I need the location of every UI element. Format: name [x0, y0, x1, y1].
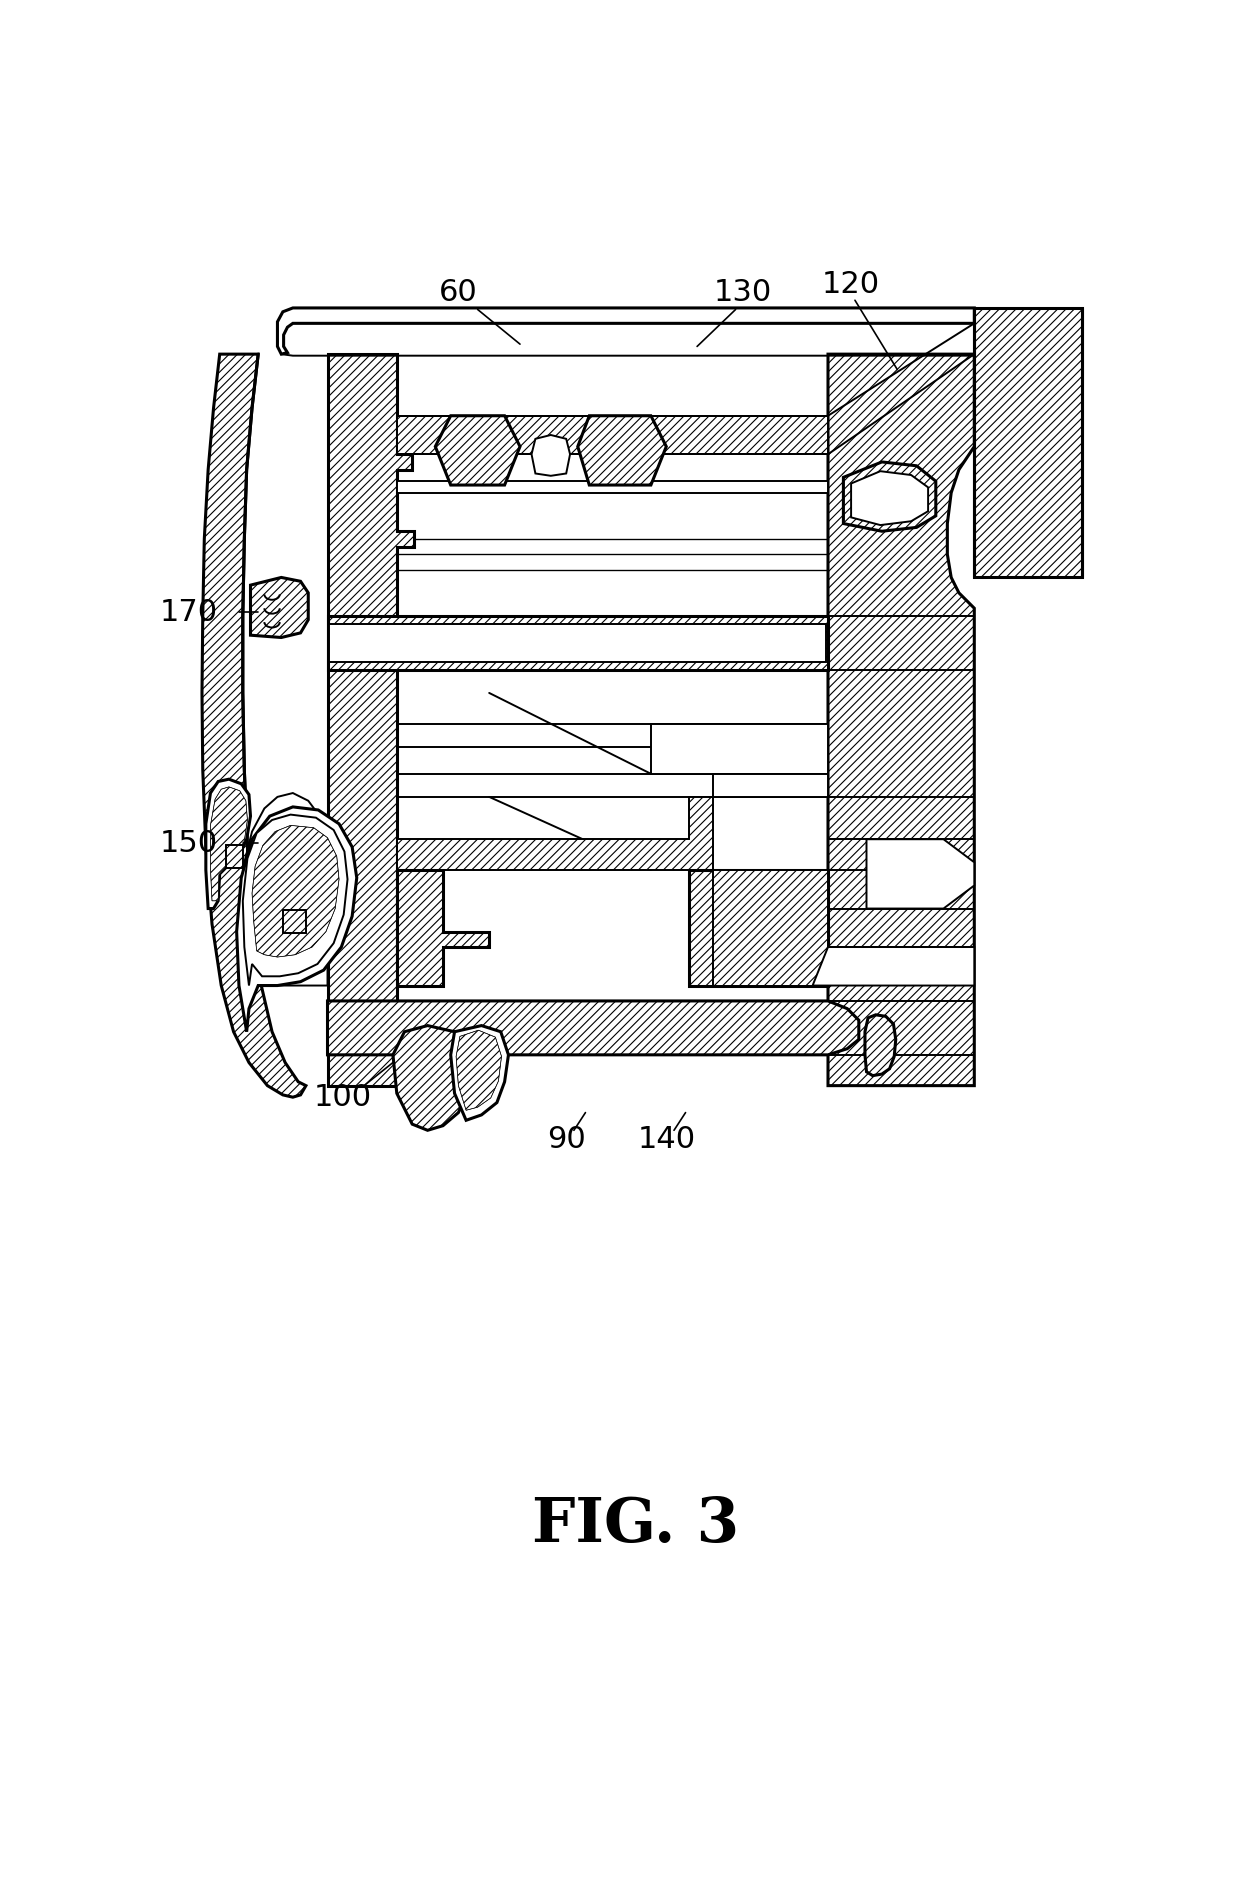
Text: 100: 100	[314, 1083, 372, 1111]
Polygon shape	[866, 1015, 895, 1075]
Polygon shape	[283, 911, 306, 934]
Polygon shape	[226, 845, 243, 868]
Polygon shape	[843, 462, 936, 532]
Text: 60: 60	[439, 277, 477, 307]
Polygon shape	[435, 415, 520, 485]
Polygon shape	[211, 786, 248, 902]
Polygon shape	[456, 1030, 501, 1111]
Text: FIG. 3: FIG. 3	[532, 1494, 739, 1554]
Text: 90: 90	[547, 1126, 585, 1154]
Polygon shape	[774, 1001, 828, 1054]
Polygon shape	[713, 773, 828, 798]
Polygon shape	[713, 869, 828, 986]
Polygon shape	[397, 798, 713, 869]
Polygon shape	[243, 815, 347, 986]
Polygon shape	[202, 355, 306, 1098]
Polygon shape	[237, 807, 357, 1032]
Polygon shape	[327, 355, 414, 1086]
Polygon shape	[242, 792, 327, 986]
Polygon shape	[975, 307, 1083, 577]
Polygon shape	[397, 481, 828, 492]
Polygon shape	[397, 869, 490, 986]
Polygon shape	[278, 307, 975, 355]
Text: 140: 140	[637, 1126, 696, 1154]
Polygon shape	[651, 724, 828, 773]
Polygon shape	[397, 415, 828, 455]
Polygon shape	[327, 617, 828, 670]
Text: 170: 170	[160, 598, 218, 626]
Text: 120: 120	[822, 270, 880, 300]
Polygon shape	[689, 869, 828, 986]
Polygon shape	[327, 1001, 859, 1054]
Polygon shape	[812, 947, 975, 986]
Polygon shape	[329, 624, 826, 662]
Polygon shape	[532, 436, 570, 475]
Polygon shape	[851, 472, 928, 524]
Text: 150: 150	[160, 828, 218, 858]
Polygon shape	[828, 355, 975, 1086]
Polygon shape	[252, 826, 339, 956]
Polygon shape	[206, 779, 250, 909]
Polygon shape	[450, 1026, 508, 1120]
Polygon shape	[393, 1026, 470, 1130]
Polygon shape	[867, 839, 975, 909]
Polygon shape	[578, 415, 666, 485]
Polygon shape	[250, 577, 309, 637]
Text: 130: 130	[714, 277, 773, 307]
